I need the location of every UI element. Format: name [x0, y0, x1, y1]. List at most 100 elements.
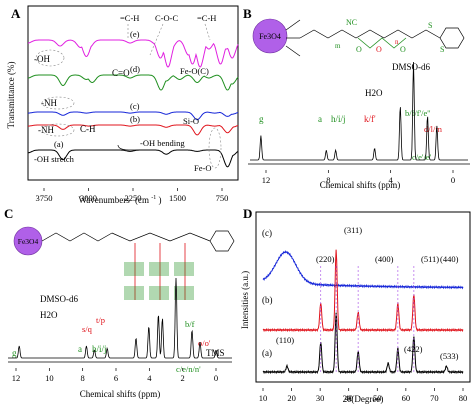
b-ticks-label-2: 4 — [389, 175, 394, 185]
panel-d-xlabel: 2θ(Degree) — [343, 394, 384, 404]
panel-b-xticks: 12 8 4 0 — [262, 170, 455, 185]
panel-b-letter: B — [243, 6, 252, 21]
panel-a-ann-feo: Fe-O — [194, 163, 211, 173]
panel-a-ylabel: Transmittance (%) — [6, 62, 16, 129]
panel-d-hkl-533: (533) — [440, 351, 459, 361]
panel-a: A Transmittance (%) 3750 3000 2250 1500 750 … — [6, 5, 239, 205]
c-ticks-label-3: 6 — [114, 373, 118, 383]
ir-curve-2 — [28, 111, 239, 121]
a-ticks-label-3: 1500 — [169, 193, 186, 203]
panel-c-xlabel: Chemical shifts (ppm) — [80, 389, 161, 399]
panel-c-core-label: Fe3O4 — [18, 237, 39, 246]
panel-c-peak-hij: h/i/j — [92, 344, 107, 354]
panel-b-peak-bf: b/f/f'/e'' — [405, 108, 431, 118]
panel-a-xlabel-text: Wavenumbers — [78, 195, 130, 205]
panel-c-peak-bf: b/f — [185, 319, 195, 329]
panel-a-ann-ch1: =C-H — [120, 13, 139, 23]
c-ticks-label-4: 4 — [147, 373, 152, 383]
d-ticks-label-5: 60 — [402, 393, 411, 403]
panel-d-frame — [255, 211, 471, 383]
panel-c-letter: C — [4, 206, 13, 221]
panel-b-n: n — [395, 38, 399, 46]
panel-d-hkl-110: (110) — [276, 335, 294, 345]
panel-c-h2o: H2O — [40, 310, 58, 320]
panel-b-peak-kf: k/f' — [364, 114, 376, 124]
panel-d-ylabel: Intensities (a.u.) — [240, 271, 250, 329]
panel-a-ann-ohbend: -OH bending — [140, 138, 185, 148]
panel-c-peak-tp: t/p — [96, 315, 105, 325]
ir-curve-3 — [28, 124, 239, 136]
panel-b-h2o: H2O — [365, 88, 383, 98]
panel-a-ann-sio: Si-O — [183, 116, 199, 126]
panel-b-peak-hij: h/i/j — [331, 114, 346, 124]
panel-b-o1: O — [356, 45, 362, 54]
panel-b-structure — [285, 19, 465, 57]
panel-a-xlabel-unit: (cm — [135, 195, 149, 205]
a-ticks-label-4: 750 — [216, 193, 229, 203]
panel-a-xlabel: Wavenumbers (cm -1 ) — [78, 191, 161, 205]
d-ticks-label-6: 70 — [430, 393, 439, 403]
panel-a-ann-nh1: -NH — [41, 98, 57, 108]
panel-c-peak-g: g — [12, 348, 17, 358]
panel-d-hkl-220: (220) — [316, 254, 335, 264]
panel-a-ann-ohstretch: -OH stretch — [34, 154, 75, 164]
panel-b-core-label: Fe3O4 — [259, 32, 281, 41]
panel-b-s2: S — [440, 45, 444, 54]
panel-b-peak-a: a — [318, 114, 322, 124]
d-ticks-label-2: 30 — [316, 393, 325, 403]
panel-a-ann-co: C=O — [112, 68, 130, 78]
xrd-curve-0 — [262, 250, 464, 290]
panel-a-xlabel-close: ) — [159, 195, 162, 205]
panel-a-xlabel-sup: -1 — [151, 195, 156, 201]
d-ticks-label-0: 10 — [259, 393, 268, 403]
panel-d-curves — [262, 249, 464, 375]
ir-curve-label-0: (e) — [130, 29, 140, 39]
panel-c-structure — [41, 230, 235, 252]
panel-a-frame — [27, 5, 239, 181]
ir-curve-label-4: (a) — [54, 139, 64, 149]
panel-a-xticks: 3750 3000 2250 1500 750 — [36, 188, 229, 203]
panel-c-dmso: DMSO-d6 — [40, 294, 79, 304]
panel-a-ann-ch2: =C-H — [197, 13, 216, 23]
panel-c-side-rings — [124, 262, 194, 300]
panel-d-xticks: 10 20 30 40 50 60 70 80 — [259, 388, 468, 403]
b-ticks-label-3: 0 — [451, 175, 455, 185]
ir-curve-1 — [28, 74, 239, 91]
panel-b-xlabel: Chemical shifts (ppm) — [320, 180, 401, 190]
panel-c: C Fe3O4 DMSO-d6 H2O t/p s/q b/f o/o' TMS… — [4, 206, 235, 399]
panel-b: B Fe3O4 NC O O O S S n m DMSO-d6 H2O g a… — [243, 6, 470, 190]
panel-b-o2: O — [376, 45, 382, 54]
panel-b-peak-dlm: d/l/m — [424, 124, 442, 134]
panel-a-guides — [35, 23, 222, 169]
panel-b-peak-cee: c/e'/e' — [412, 152, 432, 162]
d-ticks-label-3: 40 — [344, 393, 353, 403]
d-ticks-label-1: 20 — [287, 393, 296, 403]
panel-b-spectrum — [250, 61, 468, 161]
panel-d: D Intensities (a.u.) 10 20 30 40 50 60 70 80 2θ… — [240, 206, 471, 404]
d-ticks-label-4: 50 — [373, 393, 382, 403]
ir-curve-0 — [28, 39, 239, 68]
a-ticks-label-2: 2250 — [125, 193, 142, 203]
panel-b-dmso: DMSO-d6 — [392, 62, 431, 72]
ir-curve-4 — [28, 149, 239, 168]
panel-a-letter: A — [11, 6, 21, 21]
panel-d-label-a: (a) — [262, 348, 272, 358]
panel-a-ann-feoc: Fe-O(C) — [180, 66, 209, 76]
ir-curve-label-1: (d) — [130, 64, 140, 74]
panel-a-ann-nh2: -NH — [38, 125, 54, 135]
ir-curve-label-3: (b) — [130, 114, 140, 124]
panel-a-ann-coc: C-O-C — [155, 13, 178, 23]
ir-curve-label-2: (c) — [130, 101, 140, 111]
panel-b-peak-g: g — [259, 114, 264, 124]
c-ticks-label-6: 0 — [214, 373, 218, 383]
b-ticks-label-1: 8 — [326, 175, 330, 185]
b-ticks-label-0: 12 — [262, 175, 271, 185]
panel-b-o3: O — [400, 45, 406, 54]
xrd-curve-1 — [262, 249, 464, 333]
panel-d-hkl-311: (311) — [344, 225, 362, 235]
a-ticks-label-1: 3000 — [80, 193, 97, 203]
panel-c-peak-cenn: c/e/n/n' — [176, 364, 201, 374]
d-ticks-label-7: 80 — [459, 393, 468, 403]
c-ticks-label-0: 12 — [12, 373, 21, 383]
